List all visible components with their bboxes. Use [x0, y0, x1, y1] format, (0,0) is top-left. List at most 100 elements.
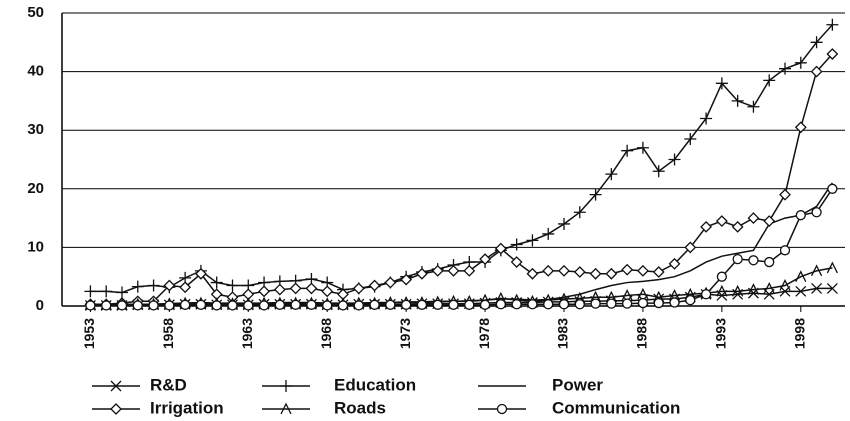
marker [337, 300, 349, 311]
series-line [90, 24, 833, 294]
marker [826, 18, 839, 31]
marker [164, 300, 175, 311]
legend-label: Education [334, 375, 416, 394]
marker [589, 188, 602, 201]
marker [289, 282, 302, 295]
marker [211, 300, 222, 311]
marker [510, 256, 523, 268]
marker [464, 299, 475, 310]
marker [732, 253, 743, 265]
y-tick-label: 10 [27, 238, 44, 255]
y-tick-label: 20 [27, 180, 44, 197]
marker [243, 300, 254, 311]
marker [147, 279, 160, 292]
marker [321, 285, 334, 298]
marker [637, 297, 649, 309]
x-tick-label: 1953 [81, 318, 97, 349]
marker [496, 403, 508, 415]
marker [652, 266, 665, 278]
marker [416, 267, 428, 280]
marker [621, 263, 634, 276]
marker [794, 56, 807, 69]
marker [526, 267, 539, 280]
marker [495, 291, 507, 304]
marker [668, 257, 681, 270]
marker [210, 276, 223, 289]
marker [589, 267, 602, 280]
marker [590, 298, 601, 309]
marker [764, 256, 775, 268]
marker [779, 188, 791, 201]
marker [353, 300, 364, 311]
marker [653, 297, 664, 309]
series-line [90, 53, 833, 305]
marker [131, 280, 144, 293]
marker [85, 300, 96, 311]
marker [432, 299, 443, 310]
marker [116, 300, 128, 311]
x-tick-label: 1958 [160, 318, 176, 349]
marker [811, 207, 822, 218]
marker [163, 279, 176, 292]
marker [747, 283, 760, 295]
marker [779, 62, 792, 75]
marker [795, 210, 806, 221]
marker [637, 264, 649, 277]
x-tick-label: 1978 [476, 318, 492, 349]
marker [526, 234, 539, 247]
marker [369, 299, 380, 310]
marker [352, 282, 365, 295]
marker [621, 144, 634, 157]
marker [258, 300, 270, 311]
marker [115, 286, 128, 299]
legend-item: Irrigation [92, 398, 224, 417]
marker [179, 299, 191, 310]
marker [148, 300, 159, 311]
marker [763, 281, 775, 294]
marker [280, 402, 292, 415]
marker [110, 403, 122, 415]
y-tick-label: 30 [27, 121, 44, 138]
marker [510, 238, 523, 251]
marker [652, 165, 665, 178]
marker [748, 255, 759, 266]
marker [416, 299, 428, 310]
y-tick-label: 50 [27, 4, 44, 21]
marker [605, 290, 617, 303]
marker [110, 380, 122, 392]
marker [732, 284, 744, 297]
marker [273, 283, 286, 296]
marker [684, 132, 697, 145]
x-tick-label: 1993 [713, 318, 729, 349]
marker [542, 227, 555, 240]
marker [700, 220, 713, 233]
marker [463, 264, 476, 277]
marker [811, 282, 823, 294]
marker [384, 276, 397, 289]
marker [494, 242, 507, 255]
legend-label: R&D [150, 375, 187, 394]
marker [763, 74, 776, 87]
marker [731, 220, 744, 233]
marker [763, 215, 776, 227]
marker [795, 270, 807, 282]
marker [447, 264, 460, 277]
marker [574, 299, 585, 310]
marker [132, 300, 143, 311]
marker [479, 299, 491, 310]
marker [101, 300, 112, 311]
marker [322, 300, 333, 311]
marker [84, 285, 97, 298]
x-tick-label: 1963 [239, 318, 255, 349]
legend-item: Power [478, 375, 603, 394]
marker [827, 183, 838, 194]
marker [511, 299, 522, 310]
marker [810, 36, 823, 49]
y-tick-label: 40 [27, 63, 44, 80]
marker [558, 217, 571, 230]
x-tick-label: 1973 [397, 318, 413, 349]
marker [573, 266, 586, 278]
marker [684, 287, 696, 300]
marker [558, 264, 570, 277]
marker [795, 285, 807, 297]
